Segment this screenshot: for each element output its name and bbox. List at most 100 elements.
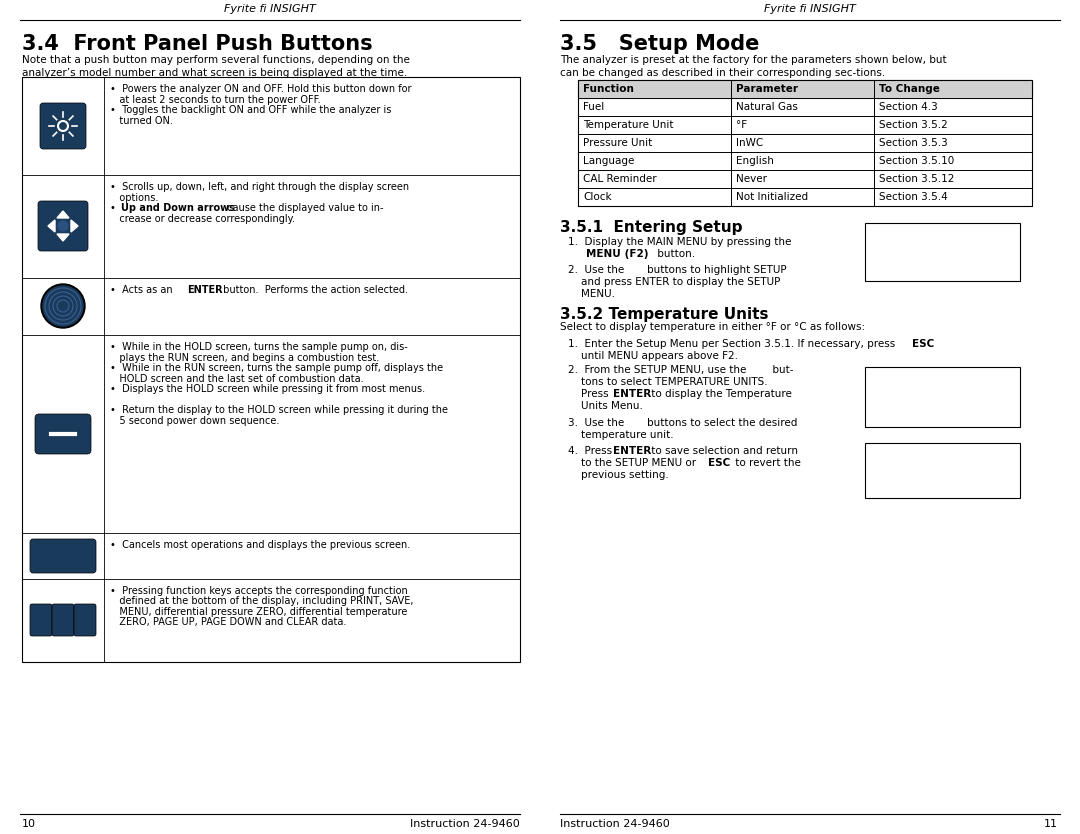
Text: previous setting.: previous setting. — [568, 470, 669, 480]
Text: button.  Performs the action selected.: button. Performs the action selected. — [220, 285, 408, 295]
Text: crease or decrease correspondingly.: crease or decrease correspondingly. — [110, 214, 295, 224]
Text: 5 second power down sequence.: 5 second power down sequence. — [110, 415, 280, 425]
Text: ESC: ESC — [708, 458, 730, 468]
Bar — [540, 0, 1080, 834]
Bar — [22, 77, 519, 662]
Text: Note that a push button may perform several functions, depending on the
analyzer: Note that a push button may perform seve… — [22, 55, 410, 78]
Circle shape — [43, 286, 83, 326]
Text: defined at the bottom of the display, including PRINT, SAVE,: defined at the bottom of the display, in… — [110, 596, 414, 606]
Text: 11: 11 — [1044, 819, 1058, 829]
Text: Parameter: Parameter — [735, 84, 798, 94]
Text: until MENU appears above F2.: until MENU appears above F2. — [568, 351, 738, 361]
Text: InWC: InWC — [735, 138, 764, 148]
Circle shape — [58, 221, 68, 231]
Text: •  Displays the HOLD screen while pressing it from most menus.: • Displays the HOLD screen while pressin… — [110, 384, 426, 394]
Text: and press ENTER to display the SETUP: and press ENTER to display the SETUP — [568, 277, 781, 287]
Text: °F: °F — [735, 120, 747, 130]
FancyBboxPatch shape — [30, 604, 52, 636]
Bar — [865, 443, 1020, 498]
Text: •  Scrolls up, down, left, and right through the display screen: • Scrolls up, down, left, and right thro… — [110, 182, 409, 192]
FancyBboxPatch shape — [38, 201, 87, 251]
Text: 3.  Use the       buttons to select the desired: 3. Use the buttons to select the desired — [568, 418, 797, 428]
Text: Never: Never — [735, 174, 767, 184]
Text: 4.  Press: 4. Press — [568, 446, 616, 456]
Text: HOLD screen and the last set of combustion data.: HOLD screen and the last set of combusti… — [110, 374, 364, 384]
Bar — [865, 367, 1020, 427]
Text: ENTER: ENTER — [613, 389, 651, 399]
Text: 3.5   Setup Mode: 3.5 Setup Mode — [561, 34, 759, 54]
Text: temperature unit.: temperature unit. — [568, 430, 674, 440]
Text: 3.4  Front Panel Push Buttons: 3.4 Front Panel Push Buttons — [22, 34, 373, 54]
Text: Units Menu.: Units Menu. — [568, 401, 643, 411]
Circle shape — [56, 119, 70, 133]
Text: Section 3.5.4: Section 3.5.4 — [879, 192, 948, 202]
Text: Not Initialized: Not Initialized — [735, 192, 808, 202]
Text: English: English — [735, 156, 774, 166]
Text: 3.5.2 Temperature Units: 3.5.2 Temperature Units — [561, 307, 769, 322]
Polygon shape — [57, 211, 69, 218]
FancyBboxPatch shape — [30, 539, 96, 573]
Text: •  Acts as an: • Acts as an — [110, 285, 176, 295]
Text: MENU: MENU — [586, 249, 621, 259]
Text: button.: button. — [654, 249, 696, 259]
Text: to save selection and return: to save selection and return — [648, 446, 798, 456]
Text: Clock: Clock — [583, 192, 611, 202]
Text: The analyzer is preset at the factory for the parameters shown below, but
can be: The analyzer is preset at the factory fo… — [561, 55, 947, 78]
Text: Fyrite fi INSIGHT: Fyrite fi INSIGHT — [765, 4, 855, 14]
Text: to display the Temperature: to display the Temperature — [648, 389, 792, 399]
Text: MENU.: MENU. — [568, 289, 615, 299]
Text: MENU, differential pressure ZERO, differential temperature: MENU, differential pressure ZERO, differ… — [110, 607, 407, 617]
Text: to the SETUP MENU or: to the SETUP MENU or — [568, 458, 706, 468]
Text: •  Powers the analyzer ON and OFF. Hold this button down for: • Powers the analyzer ON and OFF. Hold t… — [110, 84, 411, 94]
FancyBboxPatch shape — [52, 604, 75, 636]
Text: Temperature Unit: Temperature Unit — [583, 120, 674, 130]
Text: 2.  Use the       buttons to highlight SETUP: 2. Use the buttons to highlight SETUP — [568, 265, 786, 275]
Text: Section 3.5.10: Section 3.5.10 — [879, 156, 955, 166]
Text: at least 2 seconds to turn the power OFF.: at least 2 seconds to turn the power OFF… — [110, 94, 321, 104]
Text: Select to display temperature in either °F or °C as follows:: Select to display temperature in either … — [561, 322, 865, 332]
Text: Up and Down arrows: Up and Down arrows — [121, 203, 234, 213]
Text: •  Toggles the backlight ON and OFF while the analyzer is: • Toggles the backlight ON and OFF while… — [110, 105, 391, 115]
Text: •  Return the display to the HOLD screen while pressing it during the: • Return the display to the HOLD screen … — [110, 405, 448, 415]
Text: (F2): (F2) — [621, 249, 648, 259]
Text: Instruction 24-9460: Instruction 24-9460 — [561, 819, 670, 829]
Text: CAL Reminder: CAL Reminder — [583, 174, 657, 184]
Text: Section 3.5.3: Section 3.5.3 — [879, 138, 948, 148]
Text: 1.  Enter the Setup Menu per Section 3.5.1. If necessary, press: 1. Enter the Setup Menu per Section 3.5.… — [568, 339, 902, 349]
Text: Section 4.3: Section 4.3 — [879, 102, 937, 112]
Text: options.: options. — [110, 193, 159, 203]
Text: •  Pressing function keys accepts the corresponding function: • Pressing function keys accepts the cor… — [110, 586, 408, 596]
Text: tons to select TEMPERATURE UNITS.: tons to select TEMPERATURE UNITS. — [568, 377, 768, 387]
Polygon shape — [48, 220, 55, 232]
Text: •  While in the RUN screen, turns the sample pump off, displays the: • While in the RUN screen, turns the sam… — [110, 363, 443, 373]
Text: plays the RUN screen, and begins a combustion test.: plays the RUN screen, and begins a combu… — [110, 353, 379, 363]
FancyBboxPatch shape — [75, 604, 96, 636]
Text: ESC: ESC — [912, 339, 934, 349]
Text: Natural Gas: Natural Gas — [735, 102, 798, 112]
Text: turned ON.: turned ON. — [110, 115, 173, 125]
Polygon shape — [57, 234, 69, 241]
Text: 1.  Display the MAIN MENU by pressing the: 1. Display the MAIN MENU by pressing the — [568, 237, 792, 247]
Text: ENTER: ENTER — [613, 446, 651, 456]
Bar — [0, 0, 540, 834]
Circle shape — [41, 284, 85, 328]
Text: Pressure Unit: Pressure Unit — [583, 138, 652, 148]
Text: 3.5.1  Entering Setup: 3.5.1 Entering Setup — [561, 220, 743, 235]
Text: cause the displayed value to in-: cause the displayed value to in- — [224, 203, 383, 213]
Text: Instruction 24-9460: Instruction 24-9460 — [410, 819, 519, 829]
Text: Language: Language — [583, 156, 634, 166]
Text: Function: Function — [583, 84, 634, 94]
Text: Section 3.5.2: Section 3.5.2 — [879, 120, 948, 130]
Text: 2.  From the SETUP MENU, use the        but-: 2. From the SETUP MENU, use the but- — [568, 365, 794, 375]
Bar — [865, 223, 1020, 281]
Text: to revert the: to revert the — [732, 458, 801, 468]
FancyBboxPatch shape — [40, 103, 86, 149]
Text: Section 3.5.12: Section 3.5.12 — [879, 174, 955, 184]
FancyBboxPatch shape — [35, 414, 91, 454]
Text: •  While in the HOLD screen, turns the sample pump on, dis-: • While in the HOLD screen, turns the sa… — [110, 342, 408, 352]
Text: ZERO, PAGE UP, PAGE DOWN and CLEAR data.: ZERO, PAGE UP, PAGE DOWN and CLEAR data. — [110, 617, 347, 627]
Text: 10: 10 — [22, 819, 36, 829]
Bar — [578, 80, 1032, 98]
Text: ENTER: ENTER — [187, 285, 222, 295]
Text: •: • — [110, 203, 122, 213]
